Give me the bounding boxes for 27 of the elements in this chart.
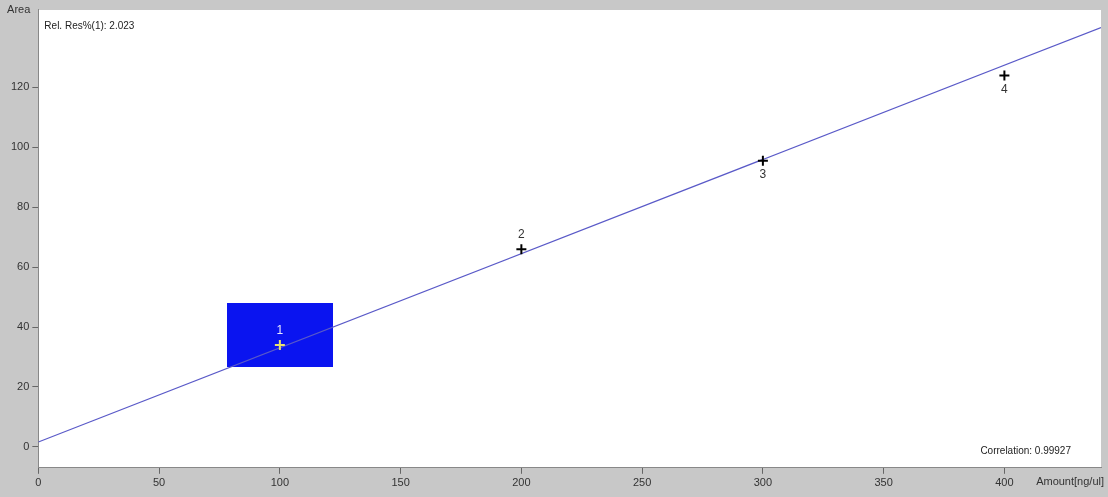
point — [756, 154, 769, 167]
x-tick-label: 200 — [512, 476, 531, 489]
x-tick-label: 50 — [152, 476, 166, 489]
x-tick-label: 250 — [632, 476, 652, 489]
annotation: Correlation: 0.99927 — [980, 444, 1072, 456]
point — [515, 243, 528, 256]
x-tick-label: 0 — [35, 476, 42, 489]
y-tick-label: 100 — [10, 140, 30, 153]
x-tick-label: 400 — [995, 476, 1014, 489]
point — [998, 69, 1011, 82]
annotation: 1 — [276, 323, 284, 338]
x-axis-title: Amount[ng/ul] — [1036, 475, 1104, 488]
x-tick-label: 100 — [270, 476, 290, 489]
x-tick-label: 350 — [874, 476, 893, 489]
y-tick-label: 0 — [23, 439, 30, 452]
y-axis-title: Area — [7, 2, 32, 15]
y-tick-label: 80 — [17, 200, 30, 213]
annotation: Rel. Res%(1): 2.023 — [44, 20, 135, 32]
y-tick-label: 20 — [17, 379, 30, 392]
annotation: 3 — [759, 167, 767, 182]
annotation: 4 — [1001, 81, 1009, 96]
y-tick-label: 40 — [17, 320, 30, 333]
y-tick-label: 60 — [17, 260, 30, 273]
annotation: 2 — [518, 227, 526, 242]
x-tick-label: 150 — [391, 476, 410, 489]
x-tick-label: 300 — [753, 476, 773, 489]
y-tick-label: 120 — [10, 80, 30, 93]
